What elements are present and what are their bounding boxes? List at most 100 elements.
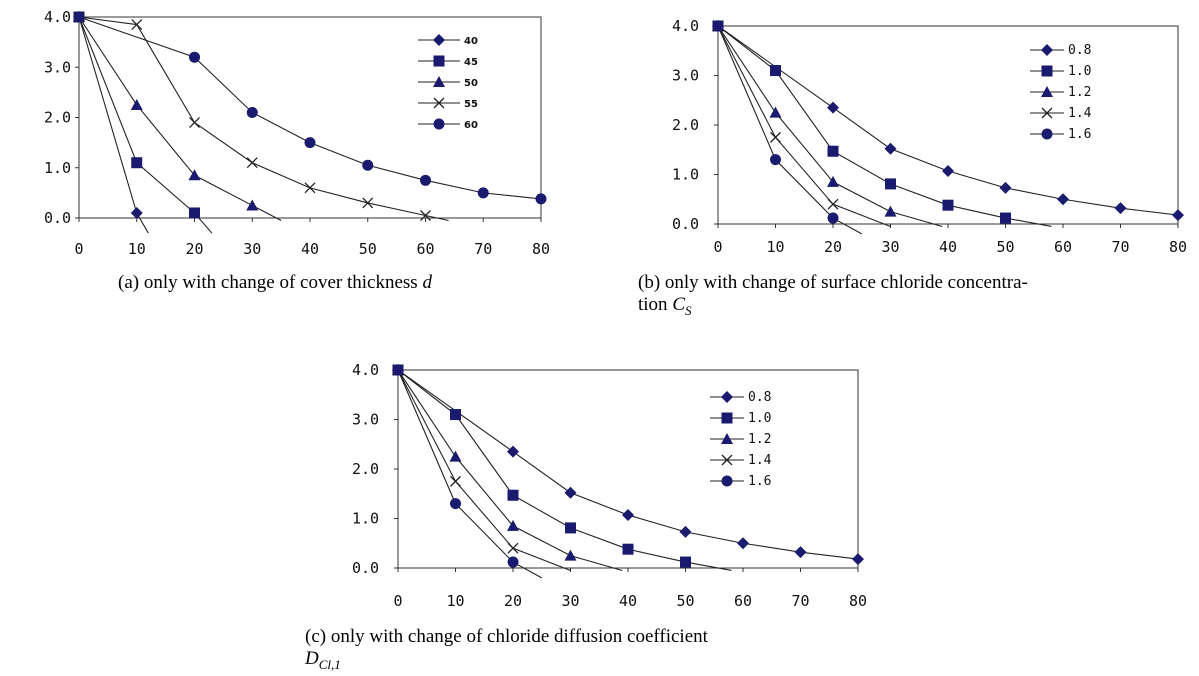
chart-a-svg: 0.0 1.0 2.0 3.0 4.0 0 10 20 30 40 50 60 70 80 40 45 50 55… xyxy=(44,8,550,258)
chart-c-xtick-label: 10 xyxy=(446,592,464,610)
chart-a-xtick-label: 80 xyxy=(532,240,550,258)
chart-b-ytick-label: 2.0 xyxy=(672,116,699,134)
chart-c-legend-marker xyxy=(721,454,733,466)
chart-c-point xyxy=(450,475,461,487)
chart-b-series-4 xyxy=(712,20,863,235)
chart-a-point xyxy=(189,117,200,128)
chart-c-point xyxy=(507,445,519,458)
caption-b-line2: tion CS xyxy=(638,294,1028,322)
chart-b-legend-label: 0.8 xyxy=(1068,43,1091,58)
chart-c-point xyxy=(564,549,577,561)
chart-b-ytick-label: 0.0 xyxy=(672,215,699,233)
chart-a-series-4 xyxy=(73,11,547,205)
chart-a-legend-label: 45 xyxy=(464,57,478,68)
chart-c-point xyxy=(449,450,462,462)
chart-c-point xyxy=(564,486,577,499)
chart-c-xtick-label: 80 xyxy=(849,592,867,610)
chart-b-ytick-label: 3.0 xyxy=(672,67,699,85)
chart-b-series-1 xyxy=(712,20,1052,228)
chart-b-point xyxy=(827,212,839,224)
chart-b-series-line xyxy=(717,25,1052,228)
chart-c-xtick-label: 20 xyxy=(504,592,522,610)
chart-a-series-line xyxy=(78,16,542,200)
chart-b-xtick-label: 70 xyxy=(1111,238,1129,256)
chart-c-series-3 xyxy=(392,364,571,571)
chart-b-point xyxy=(827,101,839,114)
chart-c-legend-label: 1.0 xyxy=(748,411,771,426)
chart-c-point xyxy=(680,556,691,568)
chart-b-legend-marker xyxy=(1041,128,1053,140)
chart-panel-a: 0.0 1.0 2.0 3.0 4.0 0 10 20 30 40 50 60 70 80 40 45 50 55… xyxy=(0,0,560,270)
chart-c-legend-label: 1.2 xyxy=(748,432,771,447)
chart-b-xtick-label: 20 xyxy=(824,238,842,256)
chart-a-point xyxy=(362,197,374,209)
chart-c-ytick-label: 1.0 xyxy=(352,510,379,528)
chart-b-ytick-label: 4.0 xyxy=(672,17,699,35)
chart-c-legend: 0.8 1.0 1.2 1.4 1.6 xyxy=(710,390,772,489)
chart-a-series-1 xyxy=(73,11,213,234)
caption-c-line1: (c) only with change of chloride diffusi… xyxy=(305,626,708,647)
chart-a-point xyxy=(189,207,200,219)
chart-a-point xyxy=(304,182,316,194)
chart-c-point xyxy=(507,542,519,554)
chart-c-point xyxy=(450,498,461,510)
chart-b-xtick-label: 30 xyxy=(881,238,899,256)
chart-a-xtick-label: 60 xyxy=(416,240,434,258)
caption-c-var: D xyxy=(305,648,319,669)
chart-b-point xyxy=(999,181,1012,194)
chart-c-legend-marker xyxy=(721,475,733,487)
chart-c-point xyxy=(679,525,692,538)
chart-c-legend-marker xyxy=(721,391,733,403)
chart-a-xtick-label: 50 xyxy=(359,240,377,258)
chart-a-series-0 xyxy=(73,11,149,234)
chart-c-svg: 0.0 1.0 2.0 3.0 4.0 0 10 20 30 40 50 60 70 80 0.8 1.0 1.… xyxy=(352,361,867,610)
chart-b-xtick-label: 60 xyxy=(1054,238,1072,256)
chart-c-series-line xyxy=(397,369,623,572)
chart-a-point xyxy=(535,193,547,205)
chart-b-series-line xyxy=(717,25,891,227)
chart-a-point xyxy=(189,51,200,63)
chart-b-legend-marker xyxy=(1041,107,1053,119)
chart-c-series-4 xyxy=(392,364,543,579)
caption-c-line2: DCl,1 xyxy=(305,648,708,676)
chart-a-legend-label: 40 xyxy=(464,36,478,47)
chart-b-point xyxy=(827,175,839,187)
chart-a-point xyxy=(362,159,374,171)
chart-c-legend-marker xyxy=(721,412,733,424)
chart-b-point xyxy=(884,142,897,155)
chart-b-point xyxy=(770,131,781,143)
chart-b-legend-marker xyxy=(1041,65,1053,77)
chart-a-point xyxy=(420,210,431,221)
chart-c-ytick-label: 0.0 xyxy=(352,559,379,577)
caption-c: (c) only with change of chloride diffusi… xyxy=(305,626,708,676)
chart-c-point xyxy=(507,489,519,501)
chart-panel-b: 0.0 1.0 2.0 3.0 4.0 0 10 20 30 40 50 60 70 80 0.8 1.0 1.… xyxy=(630,0,1199,270)
chart-c-xtick-label: 30 xyxy=(561,592,579,610)
chart-c-xtick-label: 0 xyxy=(393,592,402,610)
chart-b-xtick-label: 40 xyxy=(939,238,957,256)
chart-a-xtick-label: 40 xyxy=(301,240,319,258)
caption-b-var: C xyxy=(672,294,685,315)
caption-a: (a) only with change of cover thickness … xyxy=(118,272,432,294)
chart-b-point xyxy=(1114,202,1127,215)
chart-c-point xyxy=(737,537,749,550)
chart-b-series-0 xyxy=(712,20,1184,222)
chart-a-point xyxy=(188,169,201,181)
chart-c-point xyxy=(622,509,634,522)
chart-a-xtick-label: 0 xyxy=(74,240,83,258)
chart-c-legend-label: 1.4 xyxy=(748,453,772,468)
chart-c-series-0 xyxy=(392,364,864,566)
chart-c-point xyxy=(450,409,461,421)
chart-b-legend-label: 1.4 xyxy=(1068,106,1092,121)
chart-c-point xyxy=(622,543,634,555)
chart-b-legend: 0.8 1.0 1.2 1.4 1.6 xyxy=(1030,43,1092,142)
chart-b-point xyxy=(1172,209,1184,222)
chart-a-point xyxy=(477,187,489,199)
chart-a-point xyxy=(246,157,258,169)
chart-a-legend-marker xyxy=(433,118,445,130)
chart-c-series-line xyxy=(397,369,571,571)
chart-c-point xyxy=(392,364,404,376)
chart-a-point xyxy=(246,106,258,118)
chart-b-ytick-label: 1.0 xyxy=(672,166,699,184)
chart-b-svg: 0.0 1.0 2.0 3.0 4.0 0 10 20 30 40 50 60 70 80 0.8 1.0 1.… xyxy=(672,17,1187,256)
